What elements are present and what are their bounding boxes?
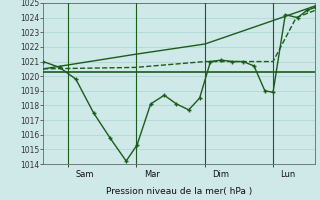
Text: Mar: Mar [144,170,160,179]
Text: Sam: Sam [76,170,94,179]
Text: Dim: Dim [212,170,229,179]
Text: Lun: Lun [280,170,295,179]
Text: Pression niveau de la mer( hPa ): Pression niveau de la mer( hPa ) [106,187,252,196]
